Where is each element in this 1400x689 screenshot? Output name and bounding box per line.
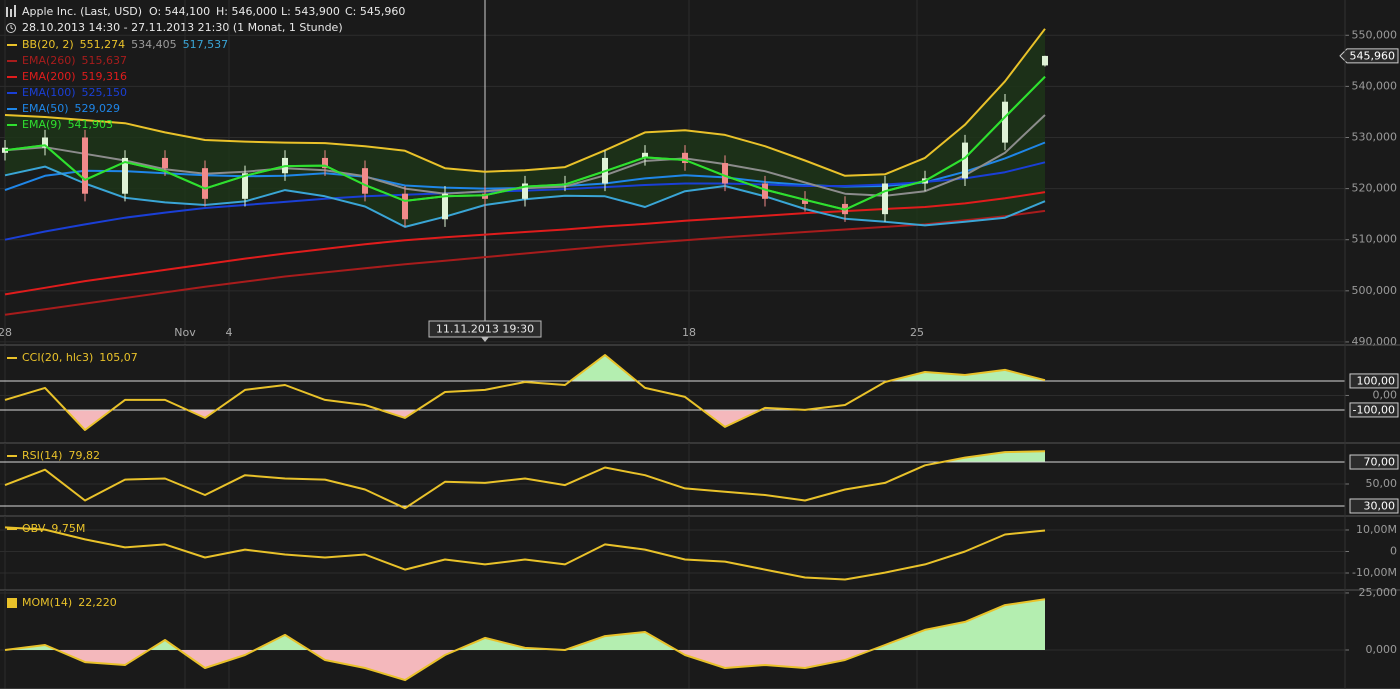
indicator-line — [4, 598, 1046, 682]
legend-value: 22,220 — [78, 596, 117, 609]
indicator-line — [4, 526, 1046, 581]
reference-label: 30,00 — [1364, 499, 1396, 512]
y-tick-label: 50,00 — [1366, 477, 1398, 490]
candle-body — [522, 183, 528, 199]
y-tick-label: 0 — [1390, 544, 1397, 557]
legend-label: EMA(260) — [22, 54, 76, 67]
crosshair-label: 11.11.2013 19:30 — [436, 323, 534, 336]
y-tick-label: 490,000 — [1352, 335, 1398, 348]
area-above — [5, 599, 1045, 650]
x-tick-label: 18 — [682, 326, 696, 339]
x-tick-label: 28 — [0, 326, 12, 339]
candle-body — [762, 183, 768, 199]
area-below — [400, 505, 409, 509]
y-tick-label: -10,00M — [1352, 566, 1397, 579]
reference-label-box — [1349, 402, 1399, 418]
candle-body — [802, 198, 808, 204]
indicator-line — [4, 450, 1046, 510]
instrument-icon — [6, 5, 16, 17]
candle-body — [882, 183, 888, 215]
legend-label: MOM(14) — [22, 596, 72, 609]
y-tick-label: 0,000 — [1366, 643, 1398, 656]
legend-value: 79,82 — [68, 449, 100, 462]
legend-value: 515,637 — [82, 54, 128, 67]
ema-line — [4, 191, 1046, 296]
reference-label: 70,00 — [1364, 456, 1396, 469]
candle-body — [1042, 55, 1048, 66]
last-price-box — [1339, 48, 1399, 64]
legend-label: CCI(20, hlc3) — [22, 351, 93, 364]
y-tick-label: 25,000 — [1359, 586, 1398, 599]
legend-label: RSI(14) — [22, 449, 62, 462]
quote-open: O: 544,100 — [149, 5, 210, 18]
candle-body — [162, 157, 168, 169]
y-tick-label: 0,00 — [1373, 388, 1398, 401]
chart-subtitle: 28.10.2013 14:30 - 27.11.2013 21:30 (1 M… — [22, 21, 343, 34]
last-price-label: 545,960 — [1350, 49, 1396, 62]
candle-body — [1002, 101, 1008, 143]
candle-body — [402, 193, 408, 220]
x-tick-label: Nov — [174, 326, 196, 339]
reference-label-box — [1349, 454, 1399, 470]
y-tick-label: 550,000 — [1352, 28, 1398, 41]
y-tick-label: 530,000 — [1352, 130, 1398, 143]
legend-label: OBV — [22, 522, 46, 535]
candle-body — [322, 157, 328, 169]
candle-body — [682, 152, 688, 164]
candle-body — [442, 193, 448, 220]
ema-line — [4, 209, 1046, 316]
x-tick-label: 4 — [226, 326, 233, 339]
area-above — [570, 355, 1045, 381]
legend-label: EMA(50) — [22, 102, 69, 115]
reference-label: -100,00 — [1353, 403, 1395, 416]
candle-body — [42, 137, 48, 148]
legend-label: EMA(9) — [22, 118, 62, 131]
reference-label-box — [1349, 373, 1399, 389]
legend-value: 9,75M — [51, 522, 85, 535]
ema-line — [4, 75, 1046, 211]
clock-icon — [6, 23, 16, 33]
candle-body — [362, 168, 368, 194]
legend-value: 534,405 — [131, 38, 177, 51]
legend-marker — [7, 598, 17, 608]
legend-value: 541,903 — [68, 118, 114, 131]
candle-body — [242, 173, 248, 199]
x-tick-label: 25 — [910, 326, 924, 339]
legend-label: EMA(200) — [22, 70, 76, 83]
quote-high: H: 546,000 — [216, 5, 277, 18]
candle-body — [202, 168, 208, 199]
y-tick-label: 520,000 — [1352, 182, 1398, 195]
reference-label-box — [1349, 498, 1399, 514]
crosshair-pointer — [481, 337, 489, 342]
candle-body — [722, 163, 728, 184]
quote-low: L: 543,900 — [281, 5, 340, 18]
bollinger-upper — [4, 28, 1046, 177]
legend-value: 551,274 — [80, 38, 126, 51]
quote-close: C: 545,960 — [345, 5, 405, 18]
area-below — [5, 649, 872, 681]
indicator-line — [4, 354, 1046, 431]
candle-body — [482, 193, 488, 199]
reference-label: 100,00 — [1357, 374, 1396, 387]
chart-title: Apple Inc. (Last, USD) — [22, 5, 142, 18]
area-above — [942, 451, 1045, 463]
legend-label: BB(20, 2) — [22, 38, 74, 51]
legend-value: 519,316 — [82, 70, 128, 83]
legend-value: 525,150 — [82, 86, 128, 99]
legend-value: 105,07 — [99, 351, 138, 364]
candle-body — [642, 152, 648, 158]
legend-value: 529,029 — [75, 102, 121, 115]
y-tick-label: 540,000 — [1352, 79, 1398, 92]
legend-value: 517,537 — [183, 38, 229, 51]
candle-body — [122, 157, 128, 194]
legend-label: EMA(100) — [22, 86, 76, 99]
y-tick-label: 510,000 — [1352, 233, 1398, 246]
y-tick-label: 500,000 — [1352, 284, 1398, 297]
area-below — [5, 409, 1045, 430]
candle-body — [962, 142, 968, 179]
candle-body — [82, 137, 88, 194]
y-tick-label: 10,00M — [1356, 523, 1397, 536]
